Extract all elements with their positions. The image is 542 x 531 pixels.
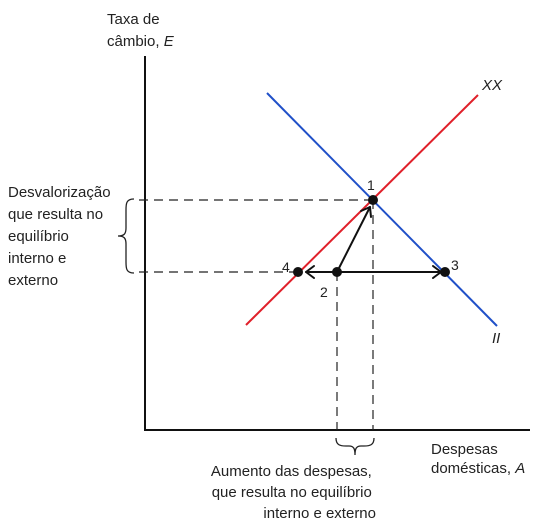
ii-curve [266,92,498,327]
point-1-label: 1 [367,177,375,193]
point-3-dot [440,267,450,277]
bottom-annotation: Aumento das despesas, que resulta no equ… [211,463,376,522]
bottom-annotation-line-1: Aumento das despesas, [211,463,372,480]
xx-curve-label: XX [481,77,503,94]
y-axis-label-line1: Taxa de [107,11,160,28]
left-annotation-line-5: externo [8,272,58,289]
point-2-label: 2 [320,284,328,300]
arrow-2-to-4-head [305,265,315,279]
x-axis-label-var: A [514,460,525,477]
left-annotation-line-1: Desvalorização [8,184,111,201]
bottom-brace [335,437,375,456]
x-axis-label-text: domésticas, [431,460,515,477]
arrows [305,206,442,279]
bottom-annotation-line-3: interno e externo [263,505,376,522]
left-annotation-line-4: interno e [8,250,66,267]
point-2-dot [332,267,342,277]
x-axis-label-line1: Despesas [431,441,498,458]
y-axis-label-line2: câmbio, E [107,33,175,50]
point-4-label: 4 [282,259,290,275]
y-axis-label-var: E [164,33,175,50]
left-brace [117,198,135,274]
left-annotation: Desvalorização que resulta no equilíbrio… [8,184,115,289]
arrow-2-to-1-head [360,206,372,218]
point-4-dot [293,267,303,277]
point-1-dot [368,195,378,205]
ii-curve-label: II [492,330,500,347]
point-3-label: 3 [451,257,459,273]
x-axis-label-line2: domésticas, A [431,460,525,477]
left-annotation-line-3: equilíbrio [8,228,69,245]
left-annotation-line-2: que resulta no [8,206,103,223]
arrow-2-to-1-shaft [336,206,371,273]
y-axis-label-text: câmbio, [107,33,164,50]
bottom-annotation-line-2: que resulta no equilíbrio [212,484,372,501]
